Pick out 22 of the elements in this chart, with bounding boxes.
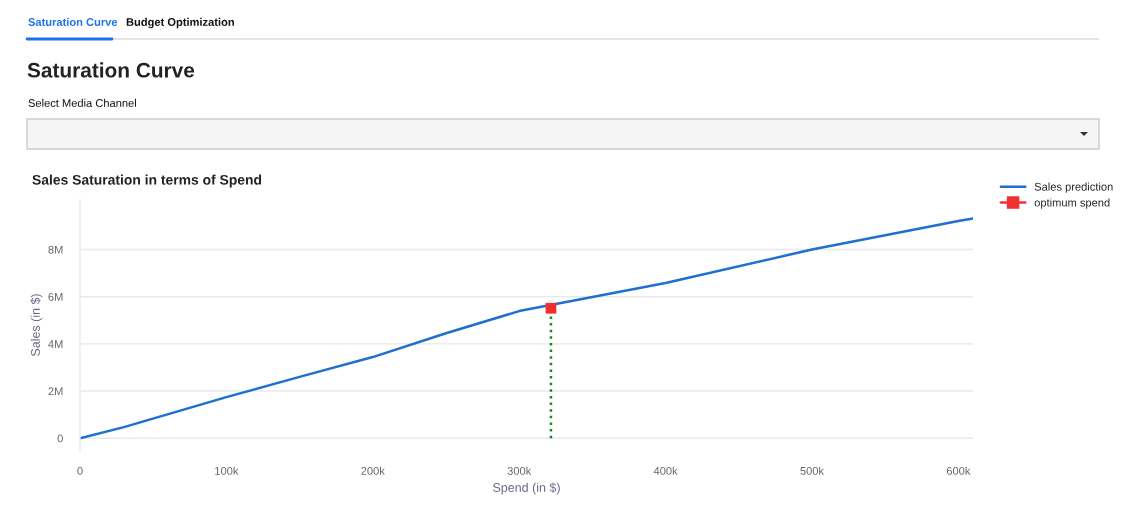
- legend-label: Sales prediction: [1034, 182, 1113, 193]
- x-tick-label: 400k: [653, 466, 678, 475]
- y-tick-label: 6M: [48, 292, 63, 301]
- x-axis-title: Spend (in $): [493, 482, 560, 495]
- text: Select Media Channel: [28, 98, 136, 107]
- x-tick-label: 500k: [800, 466, 825, 475]
- text: Budget Optimization: [126, 17, 234, 29]
- x-tick-label: 0: [77, 466, 83, 475]
- y-tick-label: 2M: [48, 387, 63, 396]
- x-tick-label: 100k: [215, 466, 239, 475]
- y-axis-title: Sales (in $): [30, 294, 43, 357]
- y-tick-label: 4M: [48, 340, 63, 348]
- text: Saturation Curve: [28, 17, 118, 26]
- x-tick-label: 300k: [507, 466, 532, 475]
- chart-title: Sales Saturation in terms of Spend: [32, 174, 262, 188]
- line-series: [80, 217, 973, 440]
- x-tick-label: 200k: [361, 466, 385, 475]
- y-tick-label: 0: [57, 434, 63, 443]
- legend-label: optimum spend: [1034, 198, 1110, 209]
- text: Saturation Curve: [27, 62, 195, 78]
- x-tick-label: 600k: [946, 466, 971, 475]
- y-tick-label: 8M: [48, 245, 63, 254]
